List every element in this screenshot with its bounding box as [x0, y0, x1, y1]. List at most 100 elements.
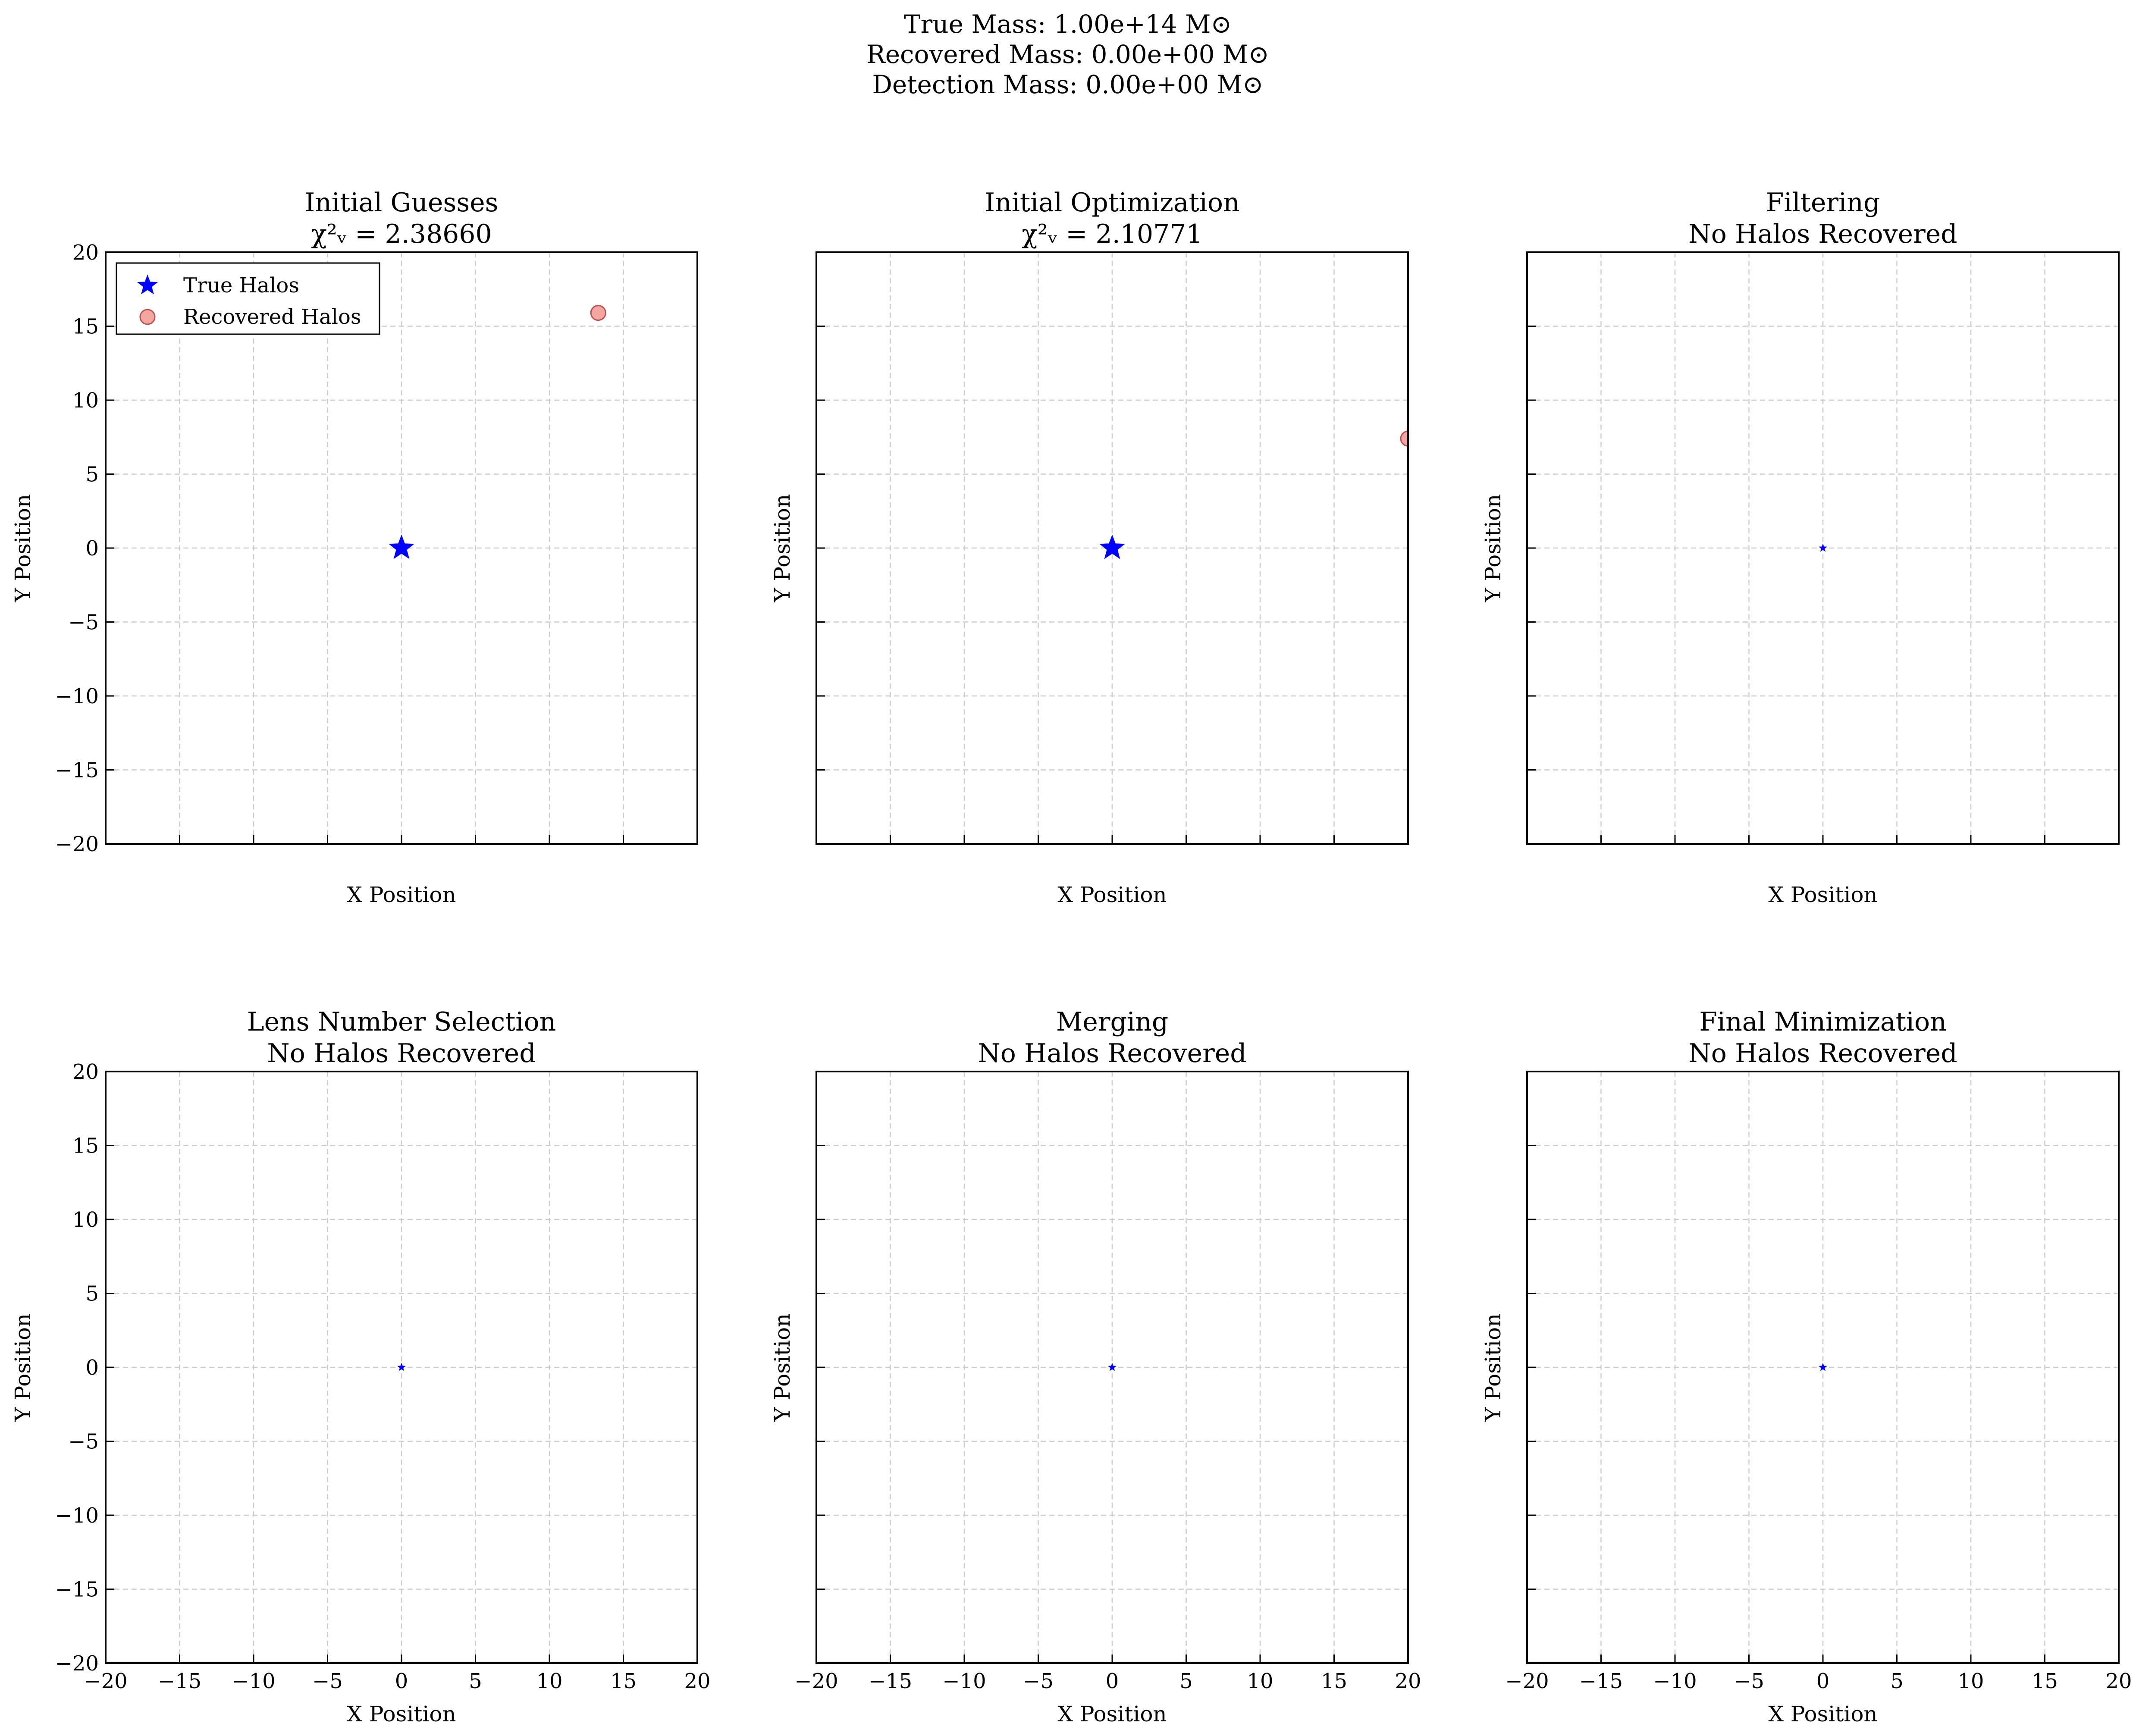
axes-frame — [1526, 251, 2120, 845]
legend-box — [116, 262, 380, 335]
panel-subtitle: No Halos Recovered — [978, 1038, 1246, 1069]
x-tick-label: 15 — [1321, 1669, 1347, 1693]
axes-frame — [816, 1071, 1409, 1664]
x-tick-label: 5 — [1890, 1669, 1904, 1693]
y-tick-label: −5 — [68, 1430, 99, 1454]
y-tick-label: 10 — [72, 1208, 99, 1232]
y-axis-label: Y Position — [770, 1313, 795, 1422]
x-tick-label: 5 — [469, 1669, 482, 1693]
x-tick-label: −20 — [794, 1669, 838, 1693]
y-axis-label: Y Position — [10, 1313, 35, 1422]
axes-frame — [816, 251, 1409, 845]
y-tick-label: 20 — [72, 241, 99, 265]
legend: True Halos Recovered Halos — [116, 262, 380, 335]
x-tick-label: 20 — [2105, 1669, 2132, 1693]
x-tick-label: −5 — [1023, 1669, 1054, 1693]
suptitle-line-3: Detection Mass: 0.00e+00 M⊙ — [872, 70, 1263, 99]
panel-data-points — [1099, 430, 1408, 559]
x-axis-label: X Position — [1057, 882, 1167, 907]
panel-6: −20 −15 −10 −5 0 5 10 15 20 Final MinimizationNo … — [1480, 1007, 2132, 1727]
x-tick-label: 5 — [1179, 1669, 1193, 1693]
y-tick-label: 0 — [85, 1356, 99, 1380]
y-tick-label: −20 — [55, 1651, 99, 1676]
panel-subtitle: χ²ᵥ = 2.10771 — [1022, 219, 1202, 249]
panel-title: Initial Guesses — [305, 188, 499, 218]
panel-data-points — [397, 1363, 406, 1371]
y-tick-label: 5 — [85, 463, 99, 487]
true-halo-marker — [1819, 1363, 1827, 1371]
panel-data-points — [389, 305, 606, 559]
panel-4: −20−20 −15 −15 −10 −10 −5 −5 0 0 5 5 10 10 15 15 20 20 Le… — [10, 1007, 711, 1727]
x-axis-label: X Position — [1768, 1702, 1877, 1727]
true-halo-marker — [389, 534, 414, 559]
x-axis-label: X Position — [347, 882, 456, 907]
y-tick-label: −10 — [55, 1504, 99, 1528]
x-axis-label: X Position — [1057, 1702, 1167, 1727]
x-tick-label: −10 — [232, 1669, 275, 1693]
panel-subtitle: No Halos Recovered — [267, 1038, 536, 1069]
x-tick-label: 10 — [1247, 1669, 1273, 1693]
y-tick-label: −5 — [68, 611, 99, 635]
x-tick-label: 20 — [684, 1669, 710, 1693]
recovered-halo-marker — [1400, 430, 1408, 447]
y-tick-label: −15 — [55, 1578, 99, 1602]
y-axis-label: Y Position — [1480, 1313, 1506, 1422]
y-tick-label: −20 — [55, 832, 99, 856]
y-tick-label: −10 — [55, 684, 99, 708]
axes-frame — [1526, 1071, 2120, 1664]
true-halo-marker — [1819, 543, 1827, 552]
axes-frame — [105, 251, 698, 845]
panel-title: Lens Number Selection — [247, 1007, 556, 1037]
x-tick-label: 0 — [395, 1669, 408, 1693]
y-axis-label: Y Position — [770, 494, 795, 603]
panel-title: Merging — [1056, 1007, 1168, 1037]
x-tick-label: −20 — [1505, 1669, 1549, 1693]
legend-true-halo-marker — [137, 274, 158, 295]
x-tick-label: 10 — [536, 1669, 562, 1693]
panel-subtitle: No Halos Recovered — [1688, 1038, 1957, 1069]
x-tick-label: 10 — [1957, 1669, 1984, 1693]
x-tick-label: 15 — [610, 1669, 637, 1693]
x-tick-label: −15 — [869, 1669, 912, 1693]
x-axis-label: X Position — [1768, 882, 1877, 907]
recovered-halo-marker — [590, 305, 606, 321]
panel-title: Initial Optimization — [985, 188, 1239, 218]
suptitle-line-2: Recovered Mass: 0.00e+00 M⊙ — [866, 40, 1269, 69]
panel-title: Filtering — [1766, 188, 1880, 218]
panel-data-points — [1819, 1363, 1827, 1371]
legend-entry-recovered-halos: Recovered Halos — [183, 305, 361, 329]
suptitle-line-1: True Mass: 1.00e+14 M⊙ — [904, 9, 1232, 39]
y-axis-label: Y Position — [10, 494, 35, 603]
panel-subtitle: No Halos Recovered — [1688, 219, 1957, 249]
y-tick-label: 20 — [72, 1060, 99, 1084]
axes-frame — [105, 1071, 698, 1664]
x-tick-label: −5 — [1734, 1669, 1764, 1693]
x-tick-label: −5 — [312, 1669, 343, 1693]
y-tick-label: 15 — [72, 315, 99, 339]
y-tick-label: 0 — [85, 536, 99, 561]
panel-title: Final Minimization — [1699, 1007, 1947, 1037]
x-tick-label: −10 — [1653, 1669, 1697, 1693]
y-tick-label: 10 — [72, 389, 99, 413]
x-tick-label: 0 — [1816, 1669, 1830, 1693]
true-halo-marker — [397, 1363, 406, 1371]
x-tick-label: 0 — [1106, 1669, 1119, 1693]
y-tick-label: 5 — [85, 1282, 99, 1306]
x-axis-label: X Position — [347, 1702, 456, 1727]
x-tick-label: −15 — [158, 1669, 201, 1693]
y-axis-label: Y Position — [1480, 494, 1506, 603]
true-halo-marker — [1099, 534, 1125, 559]
y-tick-label: 15 — [72, 1134, 99, 1158]
panel-subtitle: χ²ᵥ = 2.38660 — [311, 219, 492, 249]
panel-data-points — [1108, 1363, 1117, 1371]
panel-data-points — [1819, 543, 1827, 552]
x-tick-label: −10 — [942, 1669, 986, 1693]
x-tick-label: 15 — [2032, 1669, 2058, 1693]
x-tick-label: −20 — [84, 1669, 127, 1693]
x-tick-label: −15 — [1579, 1669, 1623, 1693]
y-tick-label: −15 — [55, 758, 99, 783]
